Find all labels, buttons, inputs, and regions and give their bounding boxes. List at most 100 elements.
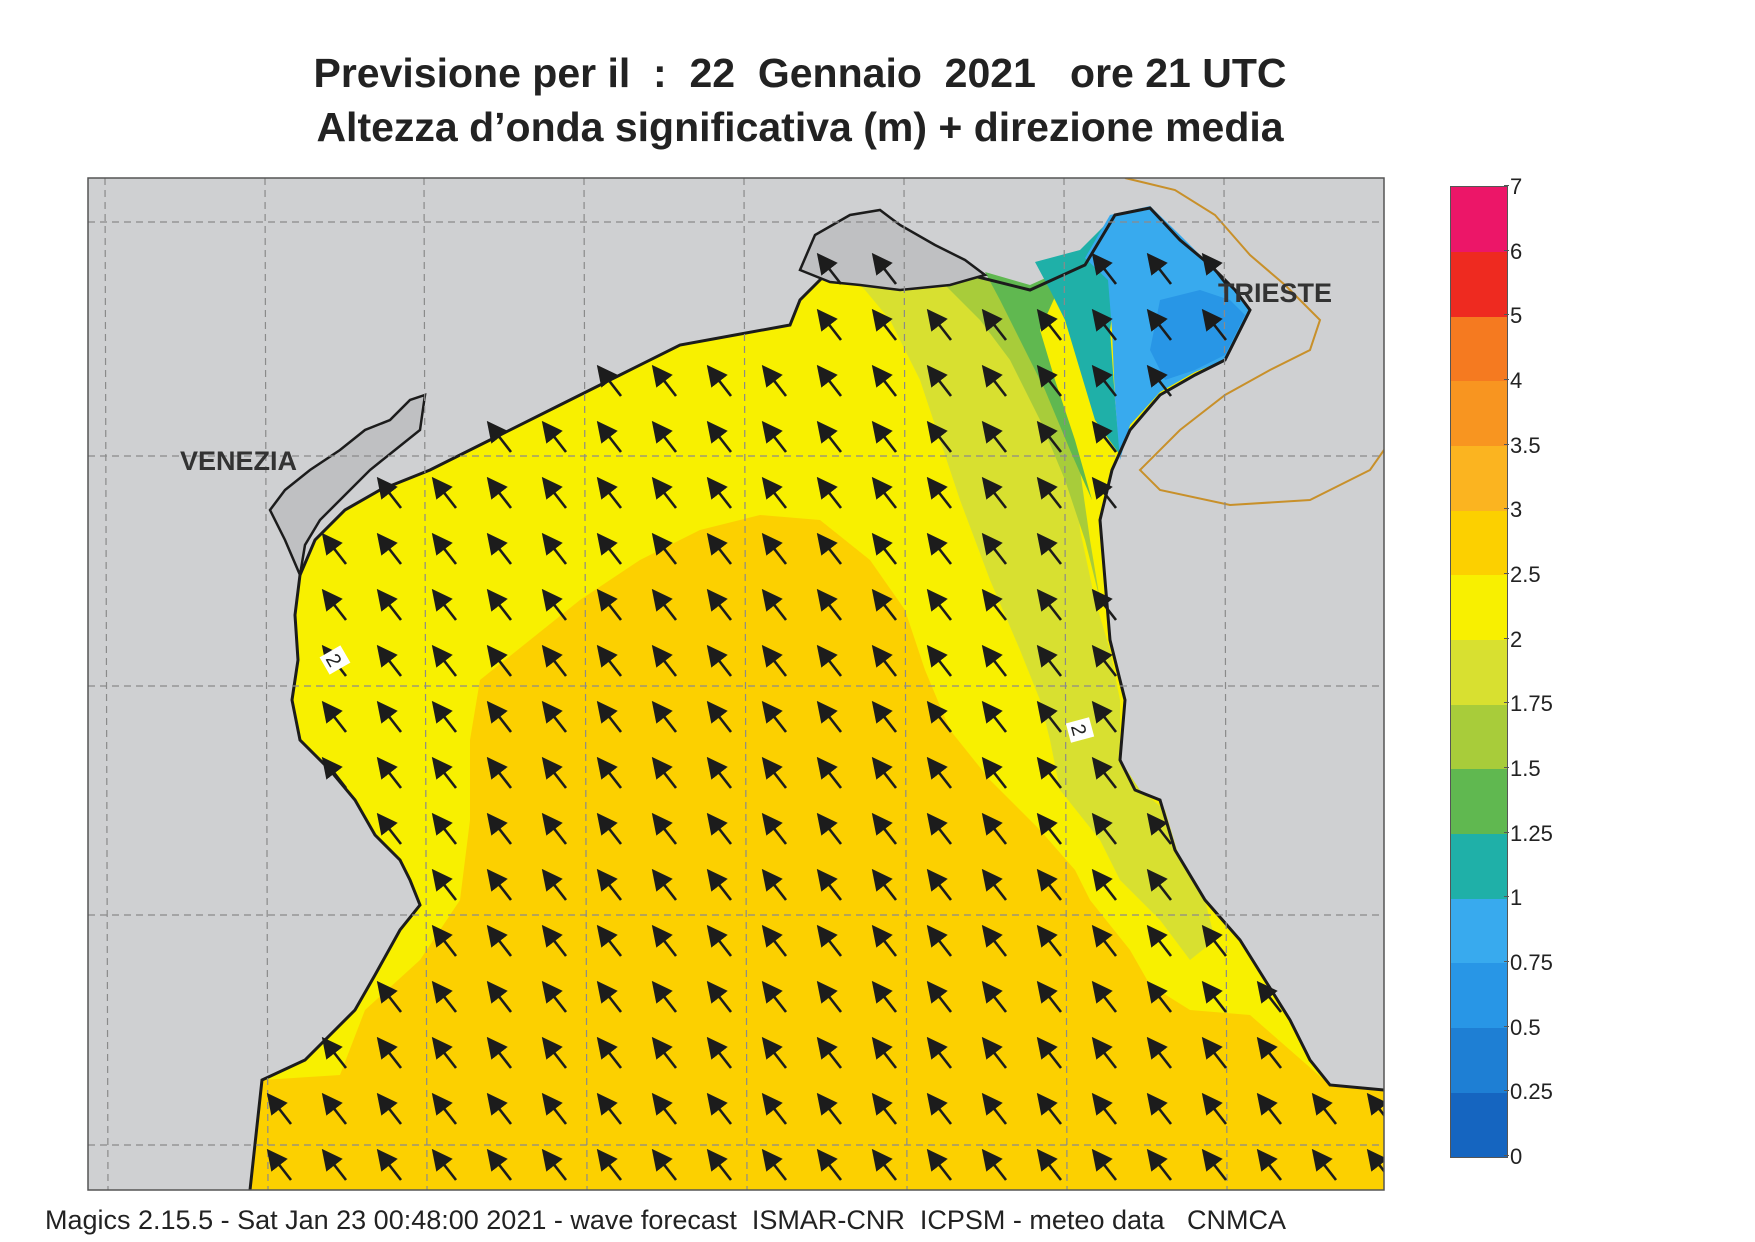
wave-arrow [1091, 924, 1118, 957]
wave-direction-arrows [266, 252, 1384, 1181]
wave-band-1.5-1.75 [930, 265, 1100, 600]
wave-arrow [1256, 980, 1283, 1013]
wave-arrow [1366, 1148, 1384, 1174]
colorbar-tick-label: 1.25 [1504, 820, 1553, 846]
wave-arrow [651, 924, 678, 957]
wave-arrow [816, 924, 843, 957]
wave-arrow [376, 1092, 403, 1125]
wave-arrow [816, 700, 843, 733]
wave-arrow [706, 532, 733, 565]
wave-arrow [816, 532, 843, 565]
wave-arrow [1036, 868, 1063, 901]
wave-arrow [541, 924, 568, 957]
colorbar-segment [1451, 1027, 1507, 1093]
colorbar-tick-label: 4 [1503, 368, 1523, 393]
wave-arrow [706, 980, 733, 1013]
wave-arrow [431, 980, 458, 1013]
wave-arrow [541, 476, 568, 509]
colorbar-tick-label: 3.5 [1504, 432, 1541, 458]
wave-arrow [706, 700, 733, 733]
colorbar-segment [1451, 445, 1507, 511]
wave-arrow [1256, 1148, 1283, 1181]
wave-arrow [1091, 364, 1118, 397]
wave-arrow [926, 700, 953, 733]
wave-arrow [926, 756, 953, 789]
wave-arrow [541, 868, 568, 901]
wave-arrow [596, 756, 623, 789]
wave-arrow [1036, 756, 1063, 789]
wave-arrow [1091, 420, 1118, 453]
wave-arrow [1036, 532, 1063, 565]
wave-arrow [1146, 1148, 1173, 1181]
wave-arrow [651, 476, 678, 509]
wave-arrow [1036, 812, 1063, 845]
wave-arrow [486, 644, 513, 677]
wave-arrow [266, 1092, 293, 1125]
map-title: Previsione per il : 22 Gennaio 2021 ore … [313, 50, 1287, 96]
svg-text:2: 2 [1066, 722, 1090, 738]
wave-arrow [871, 924, 898, 957]
wave-arrow [1091, 308, 1118, 341]
wave-arrow [651, 420, 678, 453]
wave-arrow [596, 700, 623, 733]
wave-arrow [541, 1092, 568, 1125]
wave-arrow [651, 980, 678, 1013]
wave-arrow [981, 532, 1008, 565]
wave-arrow [761, 1036, 788, 1069]
wave-arrow [1036, 308, 1063, 341]
wave-arrow [596, 476, 623, 509]
wave-arrow [321, 1092, 348, 1125]
wave-arrow [431, 476, 458, 509]
wave-arrow [761, 476, 788, 509]
wave-arrow [376, 644, 403, 677]
wave-arrow [816, 364, 843, 397]
wave-arrow [1036, 700, 1063, 733]
wave-arrow [486, 532, 513, 565]
wave-arrow [816, 756, 843, 789]
wave-arrow [541, 812, 568, 845]
city-label-trieste: TRIESTE [1218, 278, 1332, 308]
colorbar-segment [1451, 639, 1507, 705]
wave-arrow [761, 532, 788, 565]
wave-arrow [926, 588, 953, 621]
wave-arrow [706, 924, 733, 957]
wave-arrow [596, 420, 623, 453]
wave-arrow [761, 812, 788, 845]
wave-arrow [871, 980, 898, 1013]
wave-arrow [486, 588, 513, 621]
wave-arrow [1311, 1148, 1338, 1181]
colorbar-segment [1451, 898, 1507, 964]
wave-arrow [1146, 812, 1173, 845]
wave-arrow [651, 700, 678, 733]
wave-arrow [816, 644, 843, 677]
wave-arrow [376, 756, 403, 789]
wave-arrow [981, 1092, 1008, 1125]
wave-arrow [596, 644, 623, 677]
wave-arrow [651, 1148, 678, 1181]
wave-arrow [321, 532, 348, 565]
wave-arrow [596, 1092, 623, 1125]
colorbar-tick-label: 0.5 [1504, 1014, 1541, 1040]
wave-arrow [981, 700, 1008, 733]
wave-arrow [1036, 420, 1063, 453]
wave-arrow [376, 532, 403, 565]
wave-arrow [486, 1036, 513, 1069]
wave-arrow [376, 700, 403, 733]
wave-arrow [596, 364, 623, 397]
colorbar-tick-label: 1 [1503, 885, 1523, 911]
contour-label: 2 [319, 645, 351, 675]
wave-arrow [871, 1148, 898, 1181]
wave-arrow [926, 1092, 953, 1125]
wave-arrow [1091, 588, 1118, 621]
wave-arrow [1201, 1092, 1228, 1125]
wave-arrow [871, 532, 898, 565]
wave-arrow [1146, 980, 1173, 1013]
wave-arrow [541, 1036, 568, 1069]
colorbar-tick-label: 6 [1503, 238, 1523, 264]
wave-arrow [376, 1036, 403, 1069]
wave-arrow [321, 700, 348, 733]
wave-arrow [431, 588, 458, 621]
wave-arrow [321, 1036, 348, 1069]
wave-arrow [1146, 252, 1173, 285]
wave-arrow [1311, 1092, 1338, 1125]
